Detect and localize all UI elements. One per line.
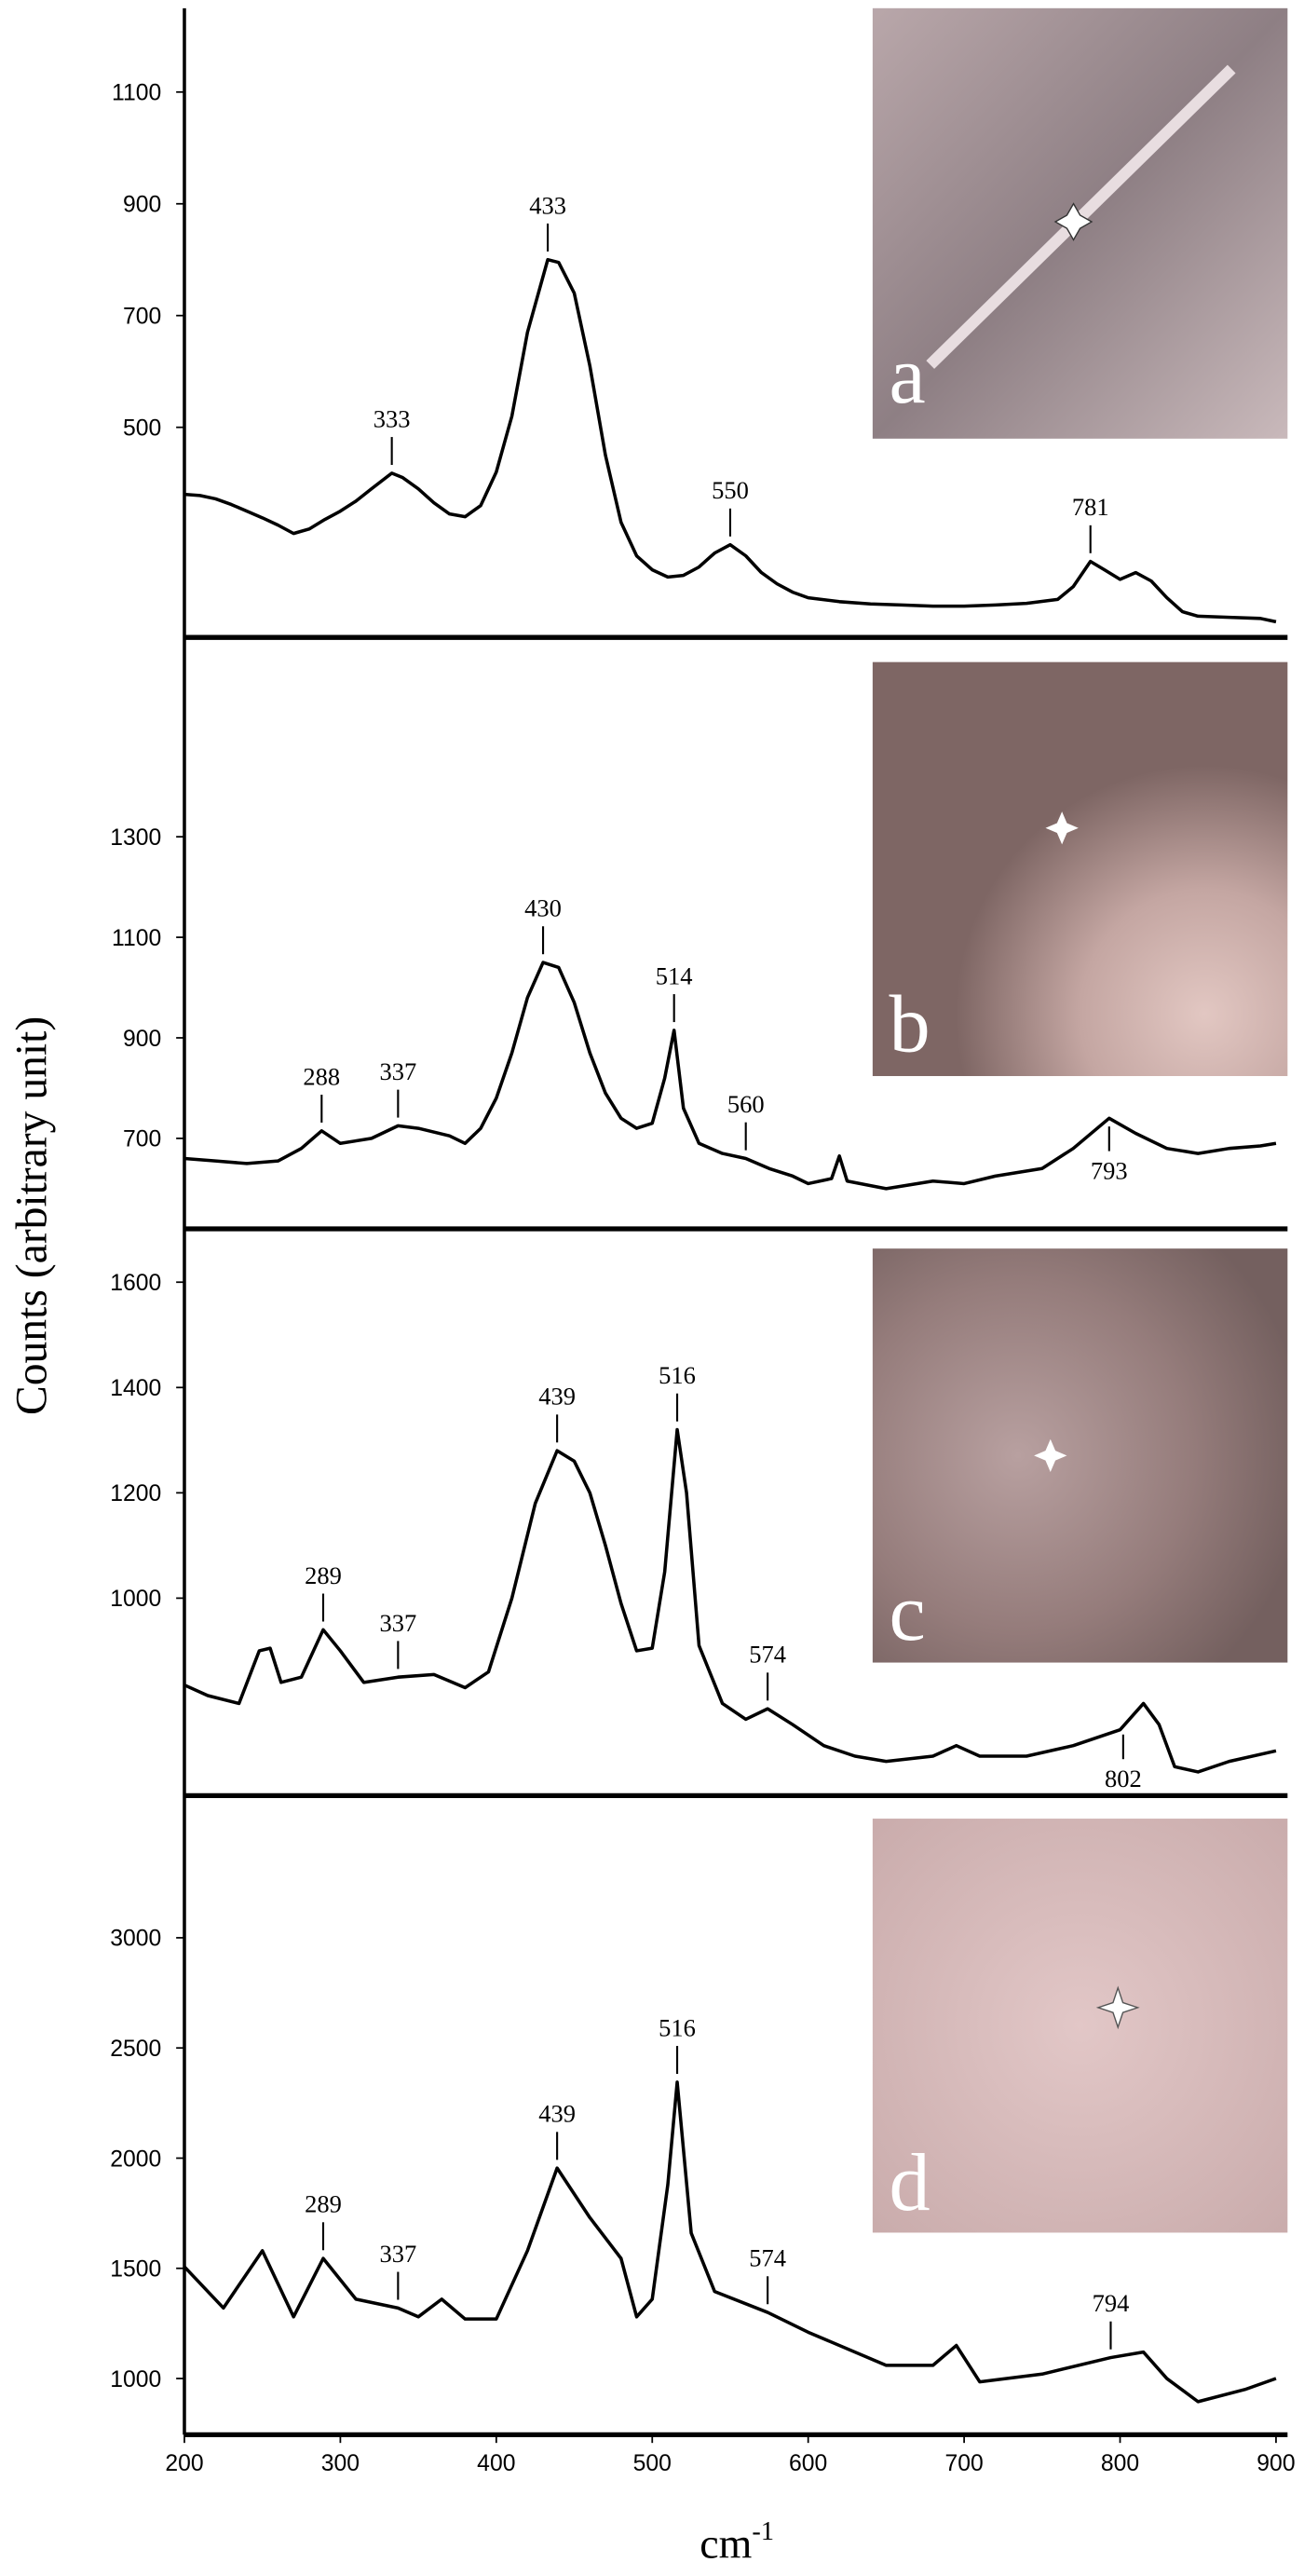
y-tick-label: 1300 <box>110 825 161 851</box>
y-tick-label: 1100 <box>112 81 161 106</box>
peak-label: 574 <box>749 1641 786 1669</box>
inset-photo <box>872 1248 1288 1663</box>
peak-label: 550 <box>712 476 749 504</box>
peak-label: 288 <box>303 1062 340 1090</box>
y-axis-title: Counts (arbitrary unit) <box>7 1016 56 1415</box>
y-tick-label: 2000 <box>110 2147 161 2172</box>
x-tick-label: 200 <box>165 2451 203 2476</box>
y-tick-label: 900 <box>123 1027 161 1052</box>
peak-label: 337 <box>379 1057 416 1085</box>
peak-label: 337 <box>379 1609 416 1637</box>
peak-label: 337 <box>379 2240 416 2268</box>
y-tick-label: 1000 <box>110 2367 161 2392</box>
spectrum-line <box>183 1427 1277 1774</box>
peak-label: 793 <box>1091 1157 1128 1185</box>
y-tick-label: 1500 <box>110 2257 161 2283</box>
y-tick-label: 500 <box>123 416 161 442</box>
inset-photo <box>872 661 1288 1077</box>
y-tick-label: 1600 <box>110 1271 161 1296</box>
peak-label: 574 <box>749 2244 786 2272</box>
x-axis-title-base: cm <box>700 2520 752 2568</box>
x-tick-label: 500 <box>633 2451 672 2476</box>
peak-label: 781 <box>1072 493 1109 521</box>
y-tick-label: 3000 <box>110 1927 161 1952</box>
x-axis-title: cm-1 <box>700 2517 774 2567</box>
peak-label: 439 <box>538 1383 576 1411</box>
peak-label: 560 <box>727 1090 765 1118</box>
peak-label: 333 <box>374 405 411 433</box>
target-marker <box>1095 1985 1140 2030</box>
y-tick-label: 700 <box>123 305 161 330</box>
target-marker <box>1053 202 1093 241</box>
spectrum-line <box>183 2080 1277 2404</box>
peak-label: 516 <box>659 2014 696 2042</box>
x-axis-title-superscript: -1 <box>752 2517 774 2546</box>
x-tick-label: 700 <box>944 2451 983 2476</box>
peak-label: 514 <box>656 962 693 990</box>
peak-label: 439 <box>538 2100 576 2128</box>
peak-label: 433 <box>529 191 566 219</box>
spectrum-line <box>183 961 1277 1191</box>
panel-label: a <box>890 330 926 421</box>
target-marker <box>1045 811 1079 845</box>
x-tick-label: 400 <box>477 2451 515 2476</box>
peak-label: 516 <box>659 1361 696 1389</box>
y-tick-label: 1200 <box>110 1481 161 1506</box>
panel-label: d <box>890 2137 930 2228</box>
x-tick-label: 300 <box>321 2451 360 2476</box>
y-tick-label: 900 <box>123 193 161 218</box>
peak-label: 289 <box>305 1561 342 1589</box>
peak-label: 289 <box>305 2190 342 2218</box>
y-tick-label: 1000 <box>110 1587 161 1612</box>
inset-photo <box>872 1819 1288 2233</box>
spectrum-line <box>183 257 1277 624</box>
peak-label: 430 <box>524 894 562 922</box>
inset-images <box>872 7 1288 2233</box>
peak-label: 802 <box>1105 1765 1142 1792</box>
peak-label: 794 <box>1093 2289 1130 2317</box>
y-tick-label: 2500 <box>110 2037 161 2062</box>
x-tick-label: 600 <box>789 2451 827 2476</box>
panel-label: c <box>890 1567 926 1658</box>
x-tick-label: 800 <box>1101 2451 1139 2476</box>
y-tick-label: 700 <box>123 1127 161 1152</box>
target-marker <box>1034 1438 1067 1472</box>
y-tick-label: 1400 <box>110 1376 161 1401</box>
x-tick-label: 900 <box>1256 2451 1295 2476</box>
y-tick-label: 1100 <box>112 926 161 951</box>
panel-label: b <box>890 979 930 1070</box>
